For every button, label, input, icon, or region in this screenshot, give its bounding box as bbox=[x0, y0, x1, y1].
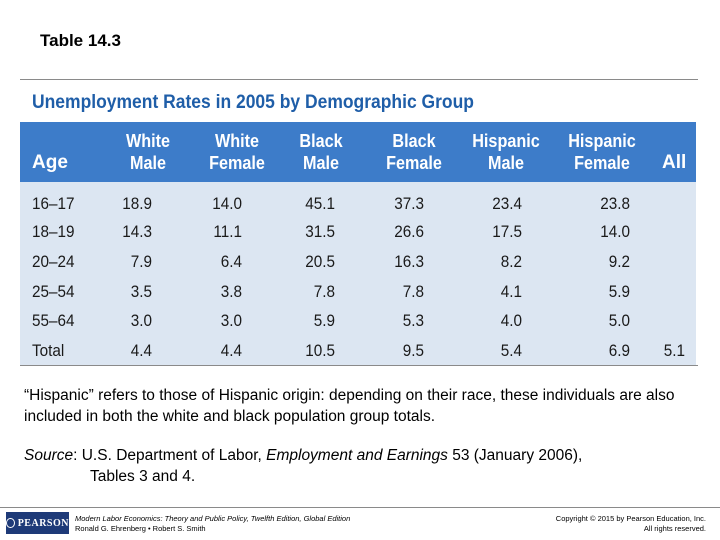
value-cell: 7.9 bbox=[130, 252, 152, 271]
value-cell: 7.8 bbox=[313, 282, 335, 301]
age-cell: 55–64 bbox=[32, 311, 75, 330]
value-cell: 3.0 bbox=[220, 311, 242, 330]
value-cell: 3.0 bbox=[130, 311, 152, 330]
value-cell: 4.4 bbox=[220, 341, 242, 360]
table-row: 16–17 18.9 14.0 45.1 37.3 23.4 23.8 bbox=[20, 192, 696, 216]
value-cell: 45.1 bbox=[305, 194, 335, 213]
value-cell: 8.2 bbox=[500, 252, 522, 271]
header-line1: Black bbox=[299, 131, 343, 151]
value-cell: 14.0 bbox=[600, 222, 630, 241]
value-cell: 14.3 bbox=[122, 222, 152, 241]
source-line2: Tables 3 and 4. bbox=[90, 468, 196, 485]
age-cell: 18–19 bbox=[32, 222, 75, 241]
value-cell: 11.1 bbox=[213, 222, 242, 241]
value-cell: 3.8 bbox=[220, 282, 242, 301]
footer-divider bbox=[0, 507, 720, 508]
bottom-divider bbox=[20, 365, 698, 366]
value-cell: 37.3 bbox=[394, 194, 424, 213]
pearson-mark-icon bbox=[6, 518, 15, 528]
source-text-after: 53 (January 2006), bbox=[447, 447, 583, 464]
value-cell: 26.6 bbox=[394, 222, 424, 241]
value-cell: 4.4 bbox=[130, 341, 152, 360]
value-cell: 23.4 bbox=[492, 194, 522, 213]
age-cell: Total bbox=[32, 341, 65, 360]
logo-text: PEARSON bbox=[17, 517, 69, 529]
header-black-female: Black Female bbox=[376, 130, 452, 174]
header-line2: Female bbox=[209, 153, 265, 173]
pearson-logo: PEARSON bbox=[6, 512, 69, 534]
value-cell: 4.1 bbox=[500, 282, 522, 301]
header-line2: Male bbox=[129, 153, 167, 173]
value-cell: 31.5 bbox=[305, 222, 335, 241]
value-cell: 10.5 bbox=[305, 341, 335, 360]
book-authors: Ronald G. Ehrenberg • Robert S. Smith bbox=[75, 524, 206, 533]
header-line2: Female bbox=[574, 153, 630, 173]
header-line2: Male bbox=[487, 153, 525, 173]
age-cell: 20–24 bbox=[32, 252, 75, 271]
value-cell: 17.5 bbox=[492, 222, 522, 241]
value-cell: 9.2 bbox=[608, 252, 630, 271]
header-hispanic-male: Hispanic Male bbox=[470, 130, 542, 174]
book-title: Modern Labor Economics: Theory and Publi… bbox=[75, 514, 351, 523]
slide-title: Table 14.3 bbox=[40, 31, 121, 50]
source-text-before: : U.S. Department of Labor, bbox=[73, 447, 267, 464]
value-cell: 5.4 bbox=[500, 341, 522, 360]
value-cell: 5.9 bbox=[608, 282, 630, 301]
value-cell: 16.3 bbox=[394, 252, 424, 271]
age-cell: 16–17 bbox=[32, 194, 75, 213]
header-line1: White bbox=[125, 131, 171, 151]
header-line2: Female bbox=[386, 153, 442, 173]
all-cell: 5.1 bbox=[663, 341, 685, 360]
source-label: Source bbox=[24, 447, 74, 464]
footer-copyright: Copyright © 2015 by Pearson Education, I… bbox=[556, 514, 706, 534]
age-cell: 25–54 bbox=[32, 282, 75, 301]
table-row: 18–19 14.3 11.1 31.5 26.6 17.5 14.0 bbox=[20, 220, 696, 244]
header-hispanic-female: Hispanic Female bbox=[566, 130, 638, 174]
header-white-male: White Male bbox=[114, 130, 182, 174]
table-row: 55–64 3.0 3.0 5.9 5.3 4.0 5.0 bbox=[20, 309, 696, 333]
value-cell: 5.3 bbox=[402, 311, 424, 330]
value-cell: 4.0 bbox=[500, 311, 522, 330]
header-black-male: Black Male bbox=[291, 130, 350, 174]
value-cell: 5.9 bbox=[313, 311, 335, 330]
header-age: Age bbox=[32, 152, 68, 173]
value-cell: 18.9 bbox=[122, 194, 152, 213]
value-cell: 6.4 bbox=[220, 252, 242, 271]
data-table: Age White Male White Female Black Male B… bbox=[20, 122, 696, 366]
value-cell: 3.5 bbox=[130, 282, 152, 301]
value-cell: 7.8 bbox=[402, 282, 424, 301]
copyright-text: Copyright © 2015 by Pearson Education, I… bbox=[555, 514, 706, 523]
header-line2: Male bbox=[302, 153, 340, 173]
table-row: 20–24 7.9 6.4 20.5 16.3 8.2 9.2 bbox=[20, 250, 696, 274]
table-header: Age White Male White Female Black Male B… bbox=[20, 122, 696, 182]
header-line1: Hispanic bbox=[568, 131, 636, 151]
header-white-female: White Female bbox=[197, 130, 278, 174]
table-row-total: Total 4.4 4.4 10.5 9.5 5.4 6.9 5.1 bbox=[20, 339, 696, 363]
source-publication: Employment and Earnings bbox=[266, 447, 448, 464]
top-divider bbox=[20, 79, 698, 80]
value-cell: 5.0 bbox=[608, 311, 630, 330]
table-row: 25–54 3.5 3.8 7.8 7.8 4.1 5.9 bbox=[20, 280, 696, 304]
rights-text: All rights reserved. bbox=[643, 524, 706, 533]
hispanic-note: “Hispanic” refers to those of Hispanic o… bbox=[24, 387, 675, 425]
value-cell: 23.8 bbox=[600, 194, 630, 213]
header-line1: Hispanic bbox=[472, 131, 540, 151]
header-all: All bbox=[662, 152, 687, 173]
value-cell: 9.5 bbox=[402, 341, 424, 360]
source-citation: Source: U.S. Department of Labor, Employ… bbox=[24, 445, 704, 487]
header-line1: White bbox=[214, 131, 260, 151]
value-cell: 20.5 bbox=[305, 252, 335, 271]
value-cell: 14.0 bbox=[212, 194, 242, 213]
header-line1: Black bbox=[392, 131, 436, 151]
table-title: Unemployment Rates in 2005 by Demographi… bbox=[32, 92, 474, 113]
footer-book-info: Modern Labor Economics: Theory and Publi… bbox=[75, 514, 350, 534]
value-cell: 6.9 bbox=[608, 341, 630, 360]
